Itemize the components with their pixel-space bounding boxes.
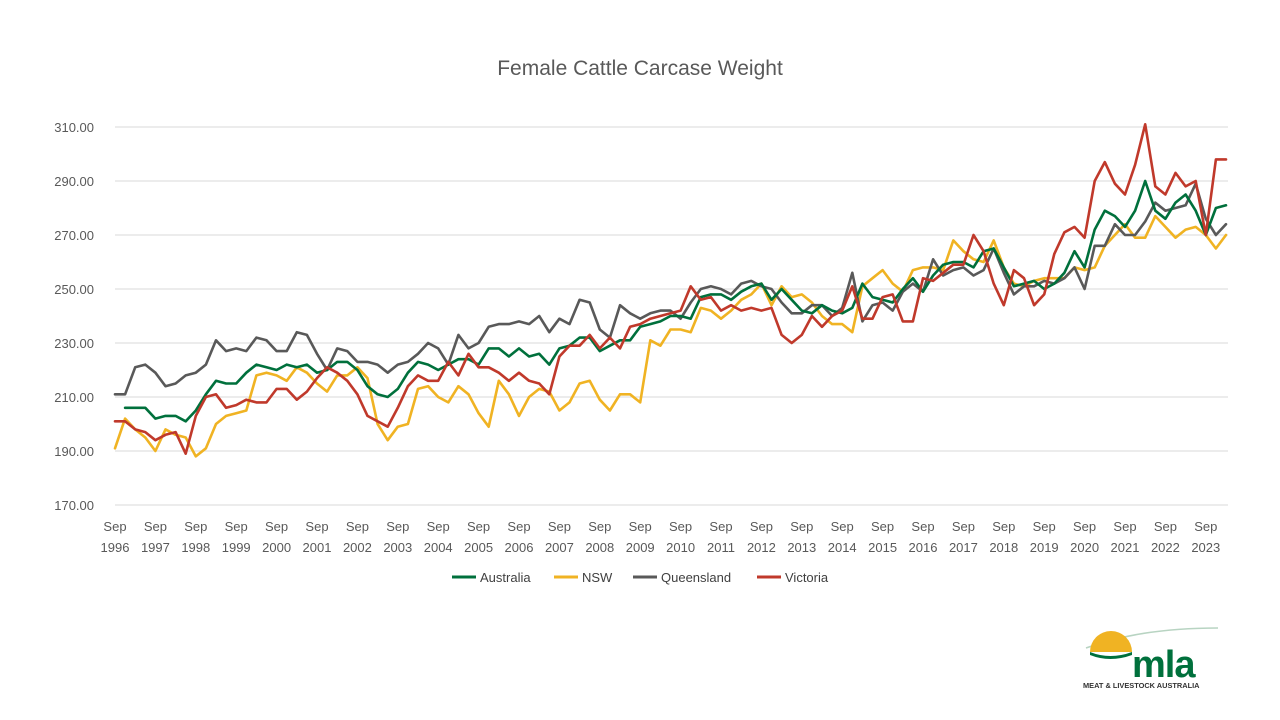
x-tick-month: Sep [548,519,571,534]
x-tick-year: 2013 [787,540,816,555]
x-tick-year: 2020 [1070,540,1099,555]
x-tick-month: Sep [1113,519,1136,534]
x-tick-month: Sep [790,519,813,534]
x-tick-month: Sep [144,519,167,534]
legend-label-nsw: NSW [582,570,613,585]
x-tick-month: Sep [305,519,328,534]
x-tick-year: 2019 [1030,540,1059,555]
x-tick-month: Sep [507,519,530,534]
chart-title: Female Cattle Carcase Weight [497,57,783,80]
x-tick-month: Sep [1154,519,1177,534]
x-tick-month: Sep [386,519,409,534]
x-tick-month: Sep [1194,519,1217,534]
y-tick-label: 210.00 [54,390,94,405]
x-tick-year: 2012 [747,540,776,555]
x-tick-year: 2011 [707,540,735,555]
y-tick-label: 290.00 [54,174,94,189]
x-tick-month: Sep [184,519,207,534]
x-tick-month: Sep [103,519,126,534]
x-tick-year: 2017 [949,540,978,555]
x-tick-month: Sep [427,519,450,534]
x-tick-year: 1996 [101,540,130,555]
x-tick-month: Sep [750,519,773,534]
x-tick-year: 1998 [181,540,210,555]
x-tick-month: Sep [225,519,248,534]
x-axis-ticks: Sep 1996 Sep 1997 Sep 1998 Sep 1999 Sep 2000 Sep 20… [101,519,1221,555]
x-tick-year: 2008 [585,540,614,555]
mla-logo: mla MEAT & LIVESTOCK AUSTRALIA [1083,627,1219,690]
x-tick-year: 2006 [505,540,534,555]
x-tick-year: 2007 [545,540,574,555]
logo-field-icon [1090,652,1132,659]
x-tick-year: 2010 [666,540,695,555]
series-line-victoria [113,123,1228,455]
x-tick-month: Sep [346,519,369,534]
legend-label-queensland: Queensland [661,570,731,585]
x-tick-year: 2003 [383,540,412,555]
y-tick-label: 270.00 [54,228,94,243]
series-line-australia [123,179,1228,423]
legend: Australia NSW Queensland Victoria [452,570,829,585]
x-tick-year: 2005 [464,540,493,555]
x-tick-year: 2021 [1111,540,1140,555]
x-tick-year: 2023 [1191,540,1220,555]
y-tick-label: 310.00 [54,120,94,135]
x-tick-month: Sep [831,519,854,534]
x-tick-month: Sep [1033,519,1056,534]
logo-sun-icon [1090,631,1132,652]
x-tick-year: 2002 [343,540,372,555]
x-tick-month: Sep [952,519,975,534]
x-tick-month: Sep [629,519,652,534]
x-tick-month: Sep [588,519,611,534]
x-tick-year: 2015 [868,540,897,555]
x-tick-month: Sep [669,519,692,534]
legend-label-australia: Australia [480,570,531,585]
y-tick-label: 230.00 [54,336,94,351]
x-tick-year: 1999 [222,540,251,555]
legend-label-victoria: Victoria [785,570,829,585]
x-tick-year: 2016 [909,540,938,555]
x-tick-month: Sep [871,519,894,534]
series-line-queensland [113,182,1228,396]
x-tick-year: 2004 [424,540,453,555]
x-tick-year: 2000 [262,540,291,555]
x-tick-month: Sep [265,519,288,534]
logo-tagline: MEAT & LIVESTOCK AUSTRALIA [1083,681,1200,690]
y-tick-label: 190.00 [54,444,94,459]
series-line-nsw [113,214,1228,458]
x-tick-month: Sep [911,519,934,534]
y-axis-ticks: 170.00 190.00 210.00 230.00 250.00 270.00 290.… [54,120,94,513]
x-tick-year: 2022 [1151,540,1180,555]
y-tick-label: 170.00 [54,498,94,513]
x-tick-month: Sep [467,519,490,534]
x-tick-year: 1997 [141,540,170,555]
series-lines [113,123,1228,458]
x-tick-month: Sep [709,519,732,534]
x-tick-month: Sep [1073,519,1096,534]
x-tick-year: 2001 [303,540,332,555]
logo-wordmark: mla [1132,644,1196,686]
x-tick-month: Sep [992,519,1015,534]
y-tick-label: 250.00 [54,282,94,297]
x-tick-year: 2018 [989,540,1018,555]
x-tick-year: 2014 [828,540,857,555]
x-tick-year: 2009 [626,540,655,555]
